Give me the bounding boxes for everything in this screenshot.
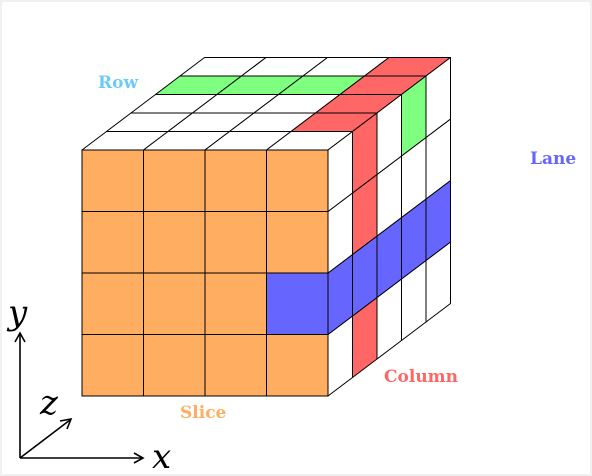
front-cell (143, 334, 206, 397)
x-axis-label: x (152, 437, 171, 474)
front-cell (81, 334, 144, 397)
front-cell (266, 149, 329, 212)
front-cell (204, 272, 267, 335)
y-axis-arrow (14, 331, 26, 343)
front-cell (81, 272, 144, 335)
x-axis-arrow (133, 452, 145, 464)
front-cell (143, 272, 206, 335)
slice-label: Slice (180, 403, 227, 423)
front-cell (266, 272, 329, 335)
y-axis-label: y (6, 293, 28, 333)
front-cell (204, 211, 267, 274)
front-cell (143, 149, 206, 212)
right-cell (425, 57, 451, 138)
front-cell (204, 334, 267, 397)
cube-right-face (327, 57, 451, 397)
front-cell (266, 211, 329, 274)
front-cell (266, 334, 329, 397)
row-label: Row (98, 73, 138, 93)
axes: y x z (6, 293, 171, 474)
z-axis-line (19, 419, 71, 459)
front-cell (81, 149, 144, 212)
lane-label: Lane (530, 149, 576, 169)
cube-top-face (81, 57, 451, 151)
front-cell (81, 211, 144, 274)
front-cell (143, 211, 206, 274)
cube-front-face (81, 149, 329, 397)
z-axis-arrow (59, 417, 73, 430)
column-label: Column (384, 367, 458, 387)
front-cell (204, 149, 267, 212)
z-axis-label: z (39, 383, 59, 423)
